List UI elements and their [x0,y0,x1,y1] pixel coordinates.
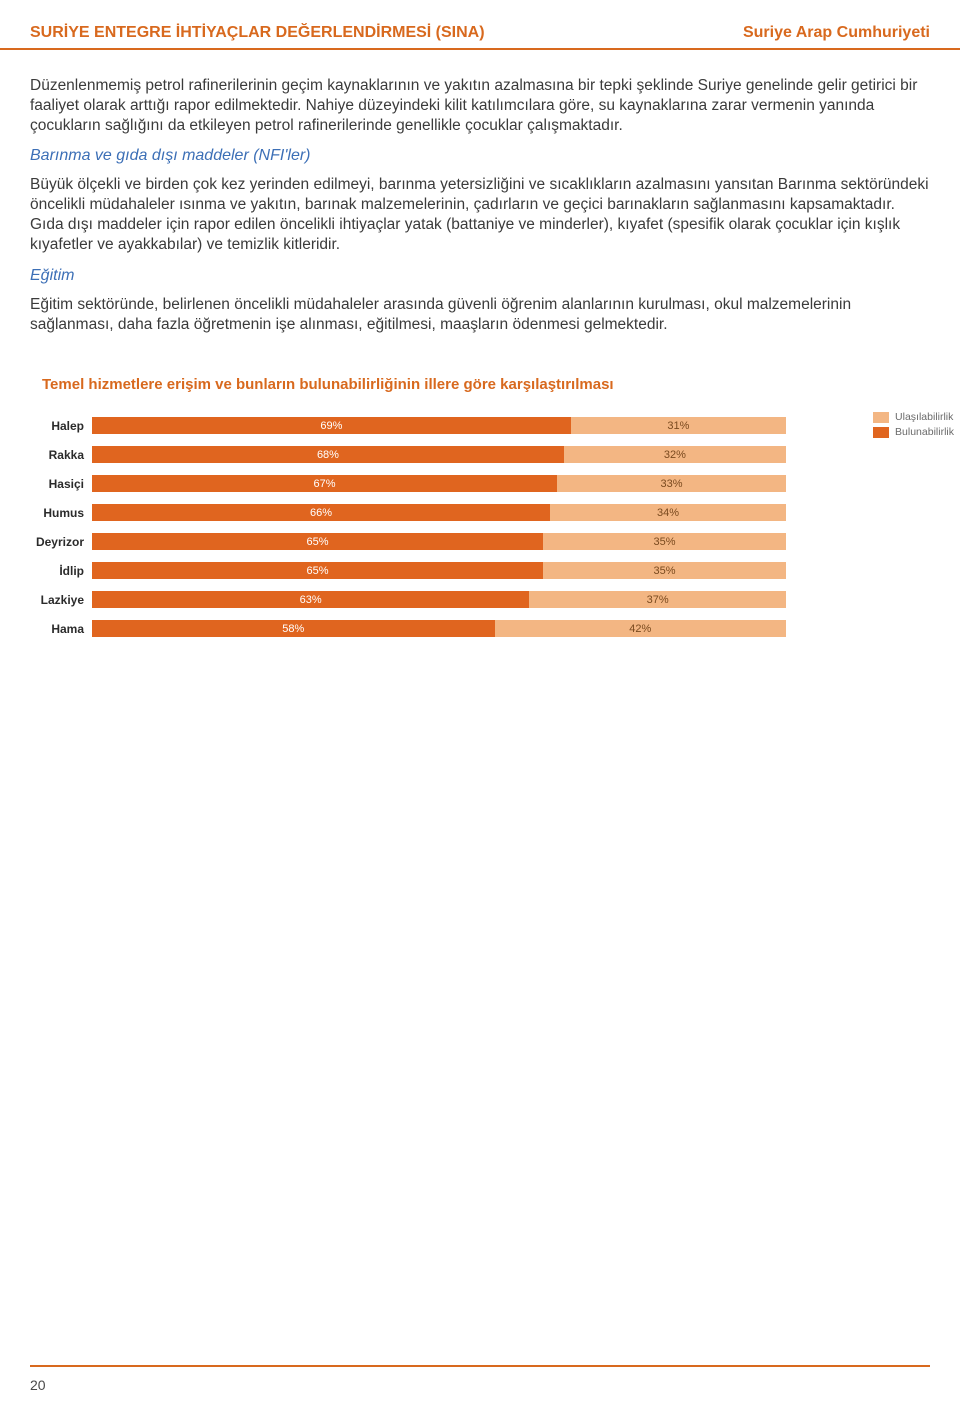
bars-group: Halep69%31%Rakka68%32%Hasiçi67%33%Humus6… [30,411,786,643]
legend-item: Bulunabilirlik [873,426,954,438]
bar-track: 69%31% [92,417,786,434]
bar-segment-primary: 65% [92,562,543,579]
chart-row: Halep69%31% [30,411,786,440]
bar-track: 65%35% [92,533,786,550]
bar-segment-primary: 69% [92,417,571,434]
chart-row: Deyrizor65%35% [30,527,786,556]
chart-row: Hama58%42% [30,614,786,643]
category-label: Halep [30,419,92,433]
chart-row: Lazkiye63%37% [30,585,786,614]
bar-track: 67%33% [92,475,786,492]
category-label: Lazkiye [30,593,92,607]
subheading-education: Eğitim [30,267,930,285]
subheading-nfi: Barınma ve gıda dışı maddeler (NFI'ler) [30,147,930,165]
legend-label: Bulunabilirlik [895,426,954,438]
bar-track: 58%42% [92,620,786,637]
bar-segment-secondary: 31% [571,417,786,434]
body-content: Düzenlenmemiş petrol rafinerilerinin geç… [0,50,960,393]
bar-segment-secondary: 34% [550,504,786,521]
chart-container: Ulaşılabilirlik Bulunabilirlik Halep69%3… [0,411,960,643]
header-title-right: Suriye Arap Cumhuriyeti [743,24,930,42]
bar-track: 68%32% [92,446,786,463]
page-number: 20 [30,1377,46,1393]
category-label: Deyrizor [30,535,92,549]
bar-track: 66%34% [92,504,786,521]
legend-swatch-icon [873,427,889,438]
paragraph-education: Eğitim sektöründe, belirlenen öncelikli … [30,295,930,335]
category-label: İdlip [30,564,92,578]
bar-segment-secondary: 32% [564,446,786,463]
legend-item: Ulaşılabilirlik [873,411,954,423]
bar-segment-primary: 63% [92,591,529,608]
bar-segment-secondary: 35% [543,533,786,550]
category-label: Rakka [30,448,92,462]
bar-track: 65%35% [92,562,786,579]
bar-segment-secondary: 33% [557,475,786,492]
bar-segment-secondary: 37% [529,591,786,608]
category-label: Hama [30,622,92,636]
paragraph-intro: Düzenlenmemiş petrol rafinerilerinin geç… [30,76,930,135]
category-label: Humus [30,506,92,520]
paragraph-nfi: Büyük ölçekli ve birden çok kez yerinden… [30,175,930,254]
page-footer: 20 [30,1365,930,1393]
bar-track: 63%37% [92,591,786,608]
bar-segment-primary: 58% [92,620,495,637]
legend-label: Ulaşılabilirlik [895,411,953,423]
chart-row: İdlip65%35% [30,556,786,585]
bar-segment-secondary: 35% [543,562,786,579]
bar-segment-primary: 66% [92,504,550,521]
chart-legend: Ulaşılabilirlik Bulunabilirlik [873,411,954,441]
chart-title: Temel hizmetlere erişim ve bunların bulu… [42,376,930,393]
chart-row: Humus66%34% [30,498,786,527]
bar-segment-primary: 67% [92,475,557,492]
bar-segment-secondary: 42% [495,620,786,637]
chart-row: Hasiçi67%33% [30,469,786,498]
legend-swatch-icon [873,412,889,423]
bar-segment-primary: 65% [92,533,543,550]
bar-segment-primary: 68% [92,446,564,463]
category-label: Hasiçi [30,477,92,491]
chart-row: Rakka68%32% [30,440,786,469]
page-header: SURİYE ENTEGRE İHTİYAÇLAR DEĞERLENDİRMES… [0,0,960,50]
header-title-left: SURİYE ENTEGRE İHTİYAÇLAR DEĞERLENDİRMES… [30,24,485,42]
